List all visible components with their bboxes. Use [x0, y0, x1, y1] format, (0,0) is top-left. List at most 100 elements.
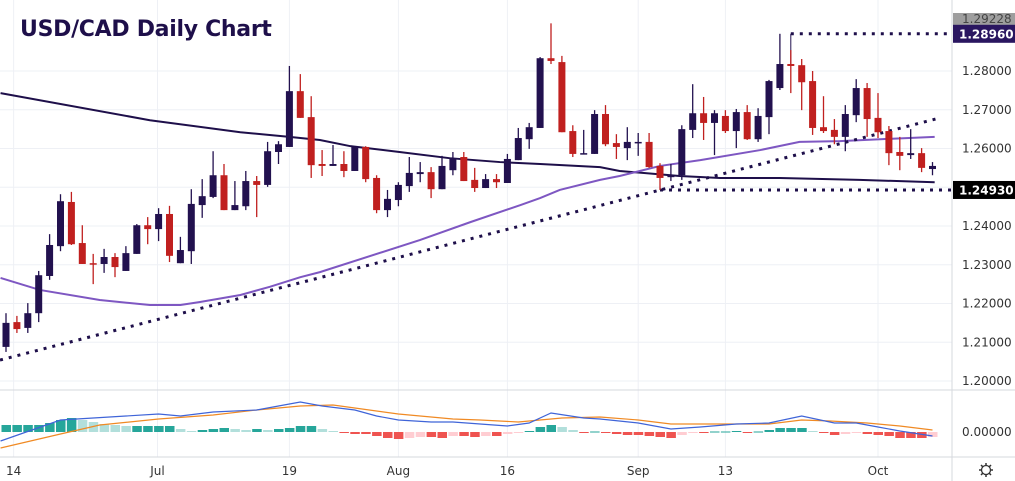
histogram-bar	[197, 430, 208, 432]
dotted-trendline	[0, 116, 941, 362]
bearish-candle	[89, 263, 97, 265]
settings-gear-icon[interactable]	[979, 463, 993, 477]
price-tick-label: 1.26000	[962, 142, 1012, 156]
histogram-bar	[110, 425, 120, 432]
histogram-bar	[775, 428, 785, 432]
histogram-bar	[56, 420, 66, 432]
time-tick-label: 13	[718, 464, 733, 478]
histogram-bar	[99, 424, 110, 432]
bearish-candle	[13, 322, 21, 330]
bullish-candle	[209, 175, 217, 197]
histogram-bar	[895, 432, 905, 438]
histogram-bar	[154, 426, 164, 432]
histogram-bar	[132, 426, 142, 432]
bullish-candle	[351, 146, 359, 171]
bearish-candle	[307, 117, 315, 166]
histogram-bar	[12, 425, 22, 432]
bearish-candle	[700, 113, 708, 123]
histogram-bar	[339, 432, 349, 433]
histogram-bar	[77, 420, 88, 432]
histogram-bar	[579, 432, 589, 433]
bearish-candle	[896, 151, 904, 156]
histogram-bar	[786, 428, 796, 432]
price-tick-label: 1.27000	[962, 103, 1012, 117]
bearish-candle	[863, 88, 871, 120]
histogram-bar	[720, 431, 731, 433]
histogram-bar	[601, 432, 611, 433]
histogram-bar	[121, 426, 131, 432]
bearish-candle	[918, 153, 926, 168]
bullish-candle	[591, 114, 599, 154]
bullish-candle	[242, 181, 250, 207]
histogram-bar	[186, 431, 197, 432]
histogram-bar	[372, 432, 382, 436]
price-axis[interactable]: 1.28000 1.27000 1.26000 1.24000 1.23000 1.220…	[953, 12, 1015, 439]
histogram-bar	[470, 432, 480, 437]
bullish-candle	[449, 158, 457, 171]
histogram-bar	[524, 431, 535, 432]
histogram-bar	[535, 427, 546, 432]
bullish-candle	[133, 225, 141, 254]
price-tick-label: 1.24000	[962, 219, 1012, 233]
histogram-bar	[590, 431, 600, 433]
time-tick-label: Oct	[868, 464, 889, 478]
bearish-candle	[656, 165, 664, 178]
bullish-candle	[634, 141, 642, 144]
histogram-bar	[306, 426, 317, 432]
histogram-bar	[393, 432, 404, 439]
bullish-candle	[100, 257, 108, 264]
histogram-bar	[699, 432, 709, 433]
histogram-bar	[45, 423, 55, 432]
bullish-candle	[482, 179, 490, 189]
bullish-candle	[384, 198, 391, 211]
level-price-label: 1.28960	[959, 27, 1014, 41]
bearish-candle	[787, 64, 795, 66]
histogram-bar	[742, 432, 753, 433]
bullish-candle	[514, 138, 522, 161]
bullish-candle	[394, 184, 402, 201]
bullish-candle	[438, 165, 446, 190]
histogram-bar	[165, 426, 175, 432]
histogram-bar	[437, 432, 447, 438]
bearish-candle	[602, 114, 609, 145]
histogram-bar	[219, 428, 229, 432]
bullish-candle	[264, 151, 272, 185]
histogram-bar	[143, 426, 153, 432]
bearish-candle	[885, 131, 893, 154]
histogram-bar	[862, 432, 873, 434]
time-axis[interactable]: 14 Jul 19 Aug 16 Sep 13 Oct	[6, 464, 889, 478]
bearish-candle	[809, 81, 817, 128]
high-price-label: 1.29228	[962, 12, 1012, 26]
histogram-bar	[644, 432, 655, 436]
long-moving-average-line	[0, 92, 935, 184]
bullish-candle	[852, 88, 860, 116]
bullish-candle	[57, 201, 64, 247]
bullish-candle	[732, 112, 740, 132]
histogram-bar	[328, 431, 338, 432]
histogram-bar	[208, 429, 219, 432]
bearish-candle	[362, 146, 370, 180]
bullish-candle	[2, 322, 10, 347]
histogram-bar	[459, 432, 469, 436]
bearish-candle	[471, 179, 479, 189]
histogram-bar	[415, 432, 426, 437]
histogram-bar	[295, 426, 306, 432]
histogram-bar	[666, 432, 676, 438]
histogram-bar	[263, 430, 273, 432]
histogram-bar	[241, 430, 251, 432]
histogram-bar	[1, 425, 11, 432]
bullish-candle	[35, 275, 43, 314]
bearish-candle	[111, 257, 119, 268]
histogram-bar	[797, 428, 807, 432]
histogram-bar	[66, 418, 77, 432]
bullish-candle	[711, 113, 718, 123]
bullish-candle	[907, 153, 915, 156]
signal-line	[0, 404, 933, 449]
level-price-tag	[953, 180, 1015, 199]
bearish-candle	[67, 201, 75, 245]
histogram-bar	[568, 430, 578, 432]
histogram-bar	[252, 429, 262, 432]
bearish-candle	[144, 225, 152, 230]
bullish-candle	[525, 127, 533, 140]
